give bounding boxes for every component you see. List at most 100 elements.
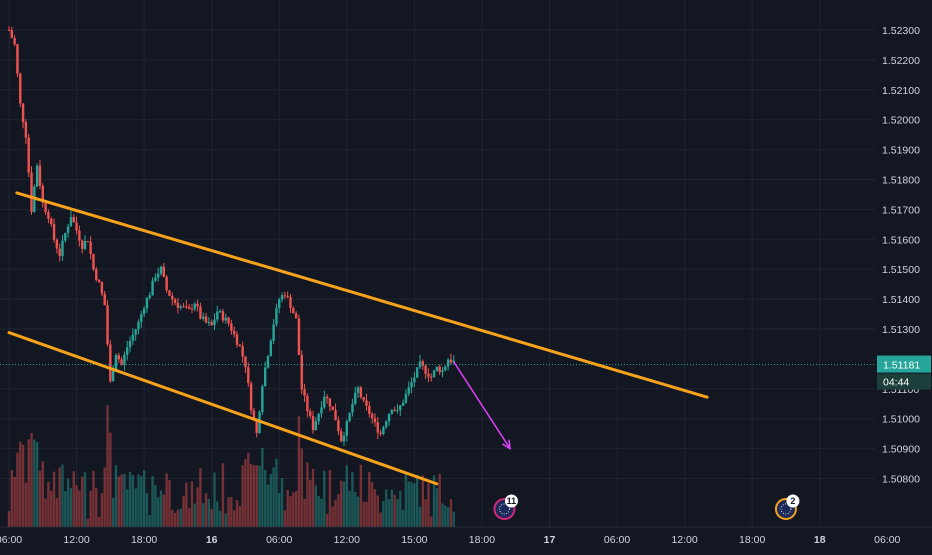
volume-bar xyxy=(210,509,213,527)
candle-body xyxy=(19,73,22,104)
candle-body xyxy=(193,303,196,310)
candle-body xyxy=(269,340,272,357)
volume-bar xyxy=(35,441,39,527)
time-tick-label: 18:00 xyxy=(739,534,765,546)
volume-bar xyxy=(283,510,287,527)
volume-bar xyxy=(97,516,101,527)
candle-body xyxy=(126,347,129,355)
candle-body xyxy=(111,371,115,382)
volume-bar xyxy=(407,481,410,527)
time-tick-label: 15:00 xyxy=(401,534,427,546)
volume-bar xyxy=(294,491,298,527)
volume-bar xyxy=(13,476,16,527)
volume-bar xyxy=(47,481,50,527)
candle-body xyxy=(7,30,11,31)
candle-body xyxy=(204,316,208,323)
candle-body xyxy=(278,299,281,309)
candle-body xyxy=(306,395,309,412)
candle-body xyxy=(95,269,98,280)
candle-body xyxy=(10,30,14,38)
volume-bar xyxy=(413,483,416,527)
lower-trend-line[interactable] xyxy=(7,331,439,486)
candle-body xyxy=(176,302,180,308)
volume-bar xyxy=(182,495,185,527)
candle-body xyxy=(64,232,67,241)
candle-body xyxy=(289,297,292,309)
time-tick-label: 18:00 xyxy=(469,534,495,546)
volume-bar xyxy=(421,475,425,527)
candle-body xyxy=(309,411,312,416)
time-tick-label: 17 xyxy=(544,534,556,546)
candle-body xyxy=(247,367,250,384)
volume-bar xyxy=(50,490,53,527)
candle-body xyxy=(283,295,287,297)
candle-body xyxy=(410,382,413,388)
volume-bar xyxy=(373,489,377,527)
candle-body xyxy=(331,406,334,411)
volume-bar xyxy=(168,480,171,527)
candle-body xyxy=(441,370,444,373)
volume-bar xyxy=(418,506,422,527)
volume-bar xyxy=(401,509,405,527)
candle-body xyxy=(52,223,56,240)
volume-bar xyxy=(64,491,67,527)
grid xyxy=(0,0,888,527)
candle-body xyxy=(86,241,90,243)
candle-body xyxy=(387,413,391,422)
volume-bar xyxy=(86,518,90,527)
volume-bar xyxy=(359,464,363,527)
price-tick-label: 1.51000 xyxy=(882,414,920,426)
candle-body xyxy=(216,311,219,320)
volume-bar xyxy=(66,478,70,527)
forecast-arrow[interactable] xyxy=(453,361,511,450)
candle-body xyxy=(334,410,337,421)
volume-bar xyxy=(187,508,191,527)
volume-bar xyxy=(41,461,44,527)
event-marker[interactable]: 2 xyxy=(774,494,800,520)
volume-bar xyxy=(120,474,123,527)
volume-bars xyxy=(7,405,455,527)
volume-bar xyxy=(334,499,337,527)
candle-body xyxy=(368,405,371,414)
candle-body xyxy=(348,412,351,422)
upper-trend-line[interactable] xyxy=(15,191,709,399)
candle-body xyxy=(297,318,301,355)
candle-body xyxy=(252,410,256,420)
volume-bar xyxy=(351,472,354,527)
candle-body xyxy=(207,322,211,324)
volume-bar xyxy=(44,498,47,527)
candle-body xyxy=(134,329,137,335)
volume-bar xyxy=(348,490,351,527)
volume-bar xyxy=(376,495,379,527)
candle-body xyxy=(13,37,16,45)
candle-body xyxy=(261,386,264,412)
candle-body xyxy=(187,306,191,309)
candle-body xyxy=(342,435,346,442)
time-axis-labels: 06:00 12:00 18:00 16 06:00 12:00 15:00 18:00 17 0… xyxy=(0,534,901,546)
candle-body xyxy=(224,317,227,321)
volume-bar xyxy=(345,465,348,527)
flag-stars-icon xyxy=(499,503,510,515)
candle-body xyxy=(80,240,84,249)
volume-bar xyxy=(368,472,371,527)
time-tick-label: 06:00 xyxy=(874,534,900,546)
volume-bar xyxy=(255,465,258,527)
price-tick-label: 1.50800 xyxy=(882,474,920,486)
volume-bar xyxy=(452,511,455,527)
candle-body xyxy=(185,306,188,308)
price-tick-label: 1.51300 xyxy=(882,324,920,336)
volume-bar xyxy=(176,509,180,527)
volume-bar xyxy=(444,505,447,527)
volume-bar xyxy=(238,506,242,527)
event-marker[interactable]: 11 xyxy=(493,494,518,520)
volume-bar xyxy=(390,489,394,527)
candle-body xyxy=(50,218,53,224)
volume-bar xyxy=(131,475,135,527)
price-tick-label: 1.52000 xyxy=(882,115,920,127)
candle-body xyxy=(58,248,61,256)
volume-bar xyxy=(385,489,388,527)
candle-body xyxy=(120,359,123,365)
candle-body xyxy=(145,297,149,309)
